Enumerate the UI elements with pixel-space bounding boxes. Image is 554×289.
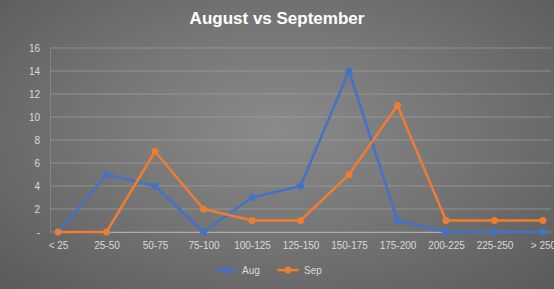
x-tick-label: 175-200: [380, 240, 417, 251]
y-tick-label: 8: [34, 135, 40, 146]
marker: [491, 229, 498, 236]
title: August vs September: [190, 9, 365, 28]
grid-line: [50, 117, 551, 118]
marker: [540, 229, 547, 236]
y-tick: 16: [29, 43, 50, 54]
marker: [394, 102, 401, 109]
y-tick-label: 4: [34, 181, 40, 192]
y-tick: 8: [34, 135, 50, 146]
marker: [297, 217, 304, 224]
marker: [200, 229, 207, 236]
marker: [103, 171, 110, 178]
x-tick: 150-175: [331, 232, 368, 251]
x-tick-label: 150-175: [331, 240, 368, 251]
y-tick-label: 2: [34, 204, 40, 215]
y-tick-label: 14: [29, 66, 41, 77]
grid-line: [50, 48, 551, 49]
y-tick: -: [37, 227, 50, 238]
marker: [152, 183, 159, 190]
chart: August vs September - 2 4 6 8 10 12 14 16 < 25 25-5…: [0, 0, 554, 289]
x-axis: < 25 25-50 50-75 75-100 100-125 125-150 150-17…: [49, 232, 554, 251]
marker: [394, 217, 401, 224]
marker: [152, 148, 159, 155]
y-tick-label: 10: [29, 112, 41, 123]
legend: Aug Sep: [215, 265, 322, 276]
legend-label: Sep: [304, 265, 322, 276]
x-tick-label: > 250: [531, 240, 554, 251]
plot-area: [55, 68, 547, 236]
grid-line: [50, 140, 551, 141]
x-tick-label: 225-250: [477, 240, 514, 251]
marker: [200, 206, 207, 213]
x-tick-label: 75-100: [188, 240, 220, 251]
y-tick: 14: [29, 66, 50, 77]
marker: [540, 217, 547, 224]
x-tick-label: 25-50: [94, 240, 120, 251]
marker: [249, 217, 256, 224]
x-tick-label: 100-125: [234, 240, 271, 251]
marker: [55, 229, 62, 236]
legend-marker: [285, 267, 292, 274]
x-tick: 125-150: [283, 232, 320, 251]
x-tick-label: 50-75: [143, 240, 169, 251]
grid-line: [50, 163, 551, 164]
x-tick-label: < 25: [49, 240, 69, 251]
grid-line: [50, 94, 551, 95]
y-tick-label: 12: [29, 89, 41, 100]
x-tick-label: 200-225: [428, 240, 465, 251]
series-line: [58, 106, 543, 233]
y-tick: 10: [29, 112, 50, 123]
x-tick-label: 125-150: [283, 240, 320, 251]
legend-label: Aug: [242, 265, 260, 276]
x-tick: 175-200: [380, 232, 417, 251]
y-tick: 12: [29, 89, 50, 100]
marker: [55, 229, 62, 236]
y-axis: - 2 4 6 8 10 12 14 16: [29, 43, 51, 238]
y-tick: 6: [34, 158, 50, 169]
grid-line: [50, 209, 551, 210]
marker: [249, 194, 256, 201]
x-tick: 100-125: [234, 232, 271, 251]
marker: [491, 217, 498, 224]
y-tick-label: -: [37, 227, 40, 238]
marker: [346, 171, 353, 178]
marker: [346, 68, 353, 75]
y-tick: 4: [34, 181, 50, 192]
y-tick: 2: [34, 204, 50, 215]
y-axis-line: [50, 49, 51, 233]
y-tick-label: 6: [34, 158, 40, 169]
marker: [443, 217, 450, 224]
grid: [50, 48, 551, 232]
grid-line: [50, 71, 551, 72]
marker: [297, 183, 304, 190]
marker: [443, 229, 450, 236]
y-tick-label: 16: [29, 43, 41, 54]
legend-marker: [223, 267, 230, 274]
marker: [103, 229, 110, 236]
series-line: [58, 71, 543, 232]
x-tick: 50-75: [143, 232, 169, 251]
